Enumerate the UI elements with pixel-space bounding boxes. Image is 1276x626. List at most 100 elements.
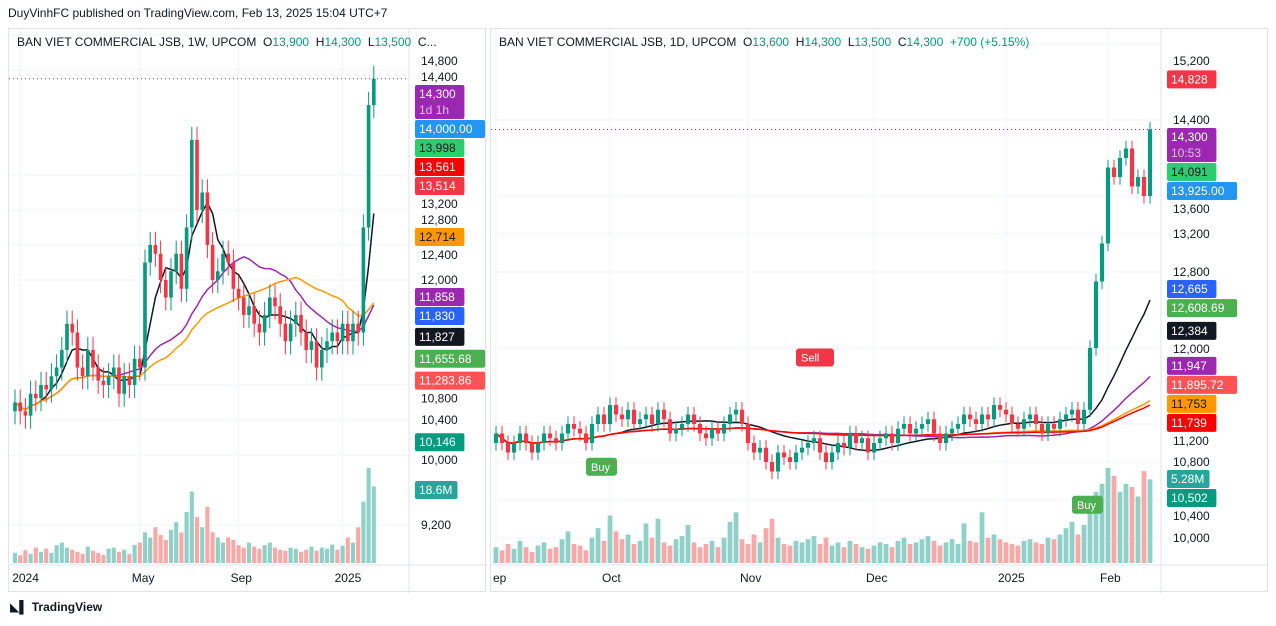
candle-body	[889, 433, 895, 443]
price-axis-label-text: 11,858	[419, 290, 455, 304]
volume-bar	[931, 540, 937, 563]
volume-bar	[691, 542, 697, 563]
candle-body	[871, 443, 877, 453]
volume-bar	[583, 550, 589, 563]
candle-body	[997, 405, 1003, 410]
price-axis-label-text: 12,608.69	[1171, 301, 1225, 315]
volume-bar	[335, 549, 340, 563]
price-axis-label	[1167, 413, 1217, 432]
volume-bar	[304, 549, 309, 563]
candle-body	[559, 433, 565, 443]
y-tick-label: 11,200	[1173, 434, 1209, 448]
volume-bar	[763, 528, 769, 563]
candle-body	[937, 433, 943, 443]
candle-body	[127, 376, 132, 385]
volume-bar	[649, 537, 655, 563]
candle-body	[703, 433, 709, 439]
volume-bar	[298, 551, 304, 563]
price-axis-label-text: 11,655.68	[419, 352, 472, 366]
y-tick-label: 15,200	[1173, 54, 1210, 68]
candle-body	[769, 462, 775, 472]
candle-body	[117, 367, 121, 394]
volume-bar	[122, 549, 127, 563]
volume-bar	[967, 540, 973, 563]
ma-orange-line	[14, 276, 375, 411]
volume-bar	[979, 512, 985, 563]
volume-bar	[1057, 534, 1063, 563]
candle-body	[589, 424, 595, 443]
weekly-chart-svg[interactable]: 2024 May Sep 2025 14,800 14,400 14,300 1d 1h 14,…	[9, 29, 487, 593]
candle-body	[739, 409, 745, 424]
volume-bar	[345, 537, 350, 563]
weekly-chart-panel[interactable]: 2024 May Sep 2025 14,800 14,400 14,300 1d 1h 14,…	[8, 28, 487, 593]
symbol-title: BAN VIET COMMERCIAL JSB, 1D, UPCOM	[499, 35, 737, 49]
volume-bar	[937, 545, 943, 563]
high-label: H	[795, 35, 805, 49]
price-axis-label-text: 10,146	[419, 435, 456, 449]
high-value: 14,300	[324, 35, 362, 49]
volume-bar	[184, 511, 189, 563]
candle-body	[565, 424, 571, 434]
y-tick-label: 10,000	[1173, 531, 1210, 545]
candle-body	[189, 140, 194, 228]
volume-bar	[559, 539, 565, 563]
candle-body	[80, 367, 85, 377]
daily-chart-panel[interactable]: ep Oct Nov Dec 2025 Feb Buy Sell Buy 15,200 14,828…	[490, 28, 1269, 593]
candle-body	[13, 402, 17, 412]
low-label: L	[847, 35, 855, 49]
daily-chart-svg[interactable]: ep Oct Nov Dec 2025 Feb Buy Sell Buy 15,200 14,828…	[491, 29, 1269, 593]
volume-bar	[64, 547, 70, 563]
volume-bar	[883, 544, 889, 563]
volume-bar	[168, 529, 174, 563]
volume-bar	[601, 540, 607, 563]
volume-bar	[59, 542, 64, 563]
volume-bar	[787, 545, 793, 563]
volume-bar	[132, 545, 137, 563]
candle-body	[262, 315, 267, 333]
candle-body	[505, 443, 511, 453]
volume-bar	[1117, 491, 1123, 563]
y-tick-label: 12,800	[1173, 265, 1210, 279]
volume-bar	[366, 468, 371, 563]
x-tick-label: ep	[493, 571, 507, 585]
open-value: 13,900	[272, 35, 310, 49]
volume-bar	[148, 537, 153, 563]
volume-bar	[943, 542, 949, 563]
candle-body	[257, 323, 262, 333]
volume-bar	[757, 542, 763, 563]
high-value: 14,300	[804, 35, 842, 49]
signal-sell-badge	[796, 348, 834, 367]
volume-bar	[12, 552, 18, 563]
volume-bar	[288, 547, 293, 563]
candle-body	[49, 376, 54, 390]
volume-bar	[1003, 542, 1009, 563]
x-tick-label: Oct	[602, 571, 621, 585]
candle-body	[205, 192, 210, 245]
volume-bar	[655, 518, 661, 563]
volume-bar	[781, 544, 787, 563]
volume-bar	[80, 553, 85, 563]
volume-bar	[619, 539, 625, 563]
candle-body	[655, 409, 661, 424]
candle-body	[529, 443, 535, 453]
candle-body	[553, 438, 559, 443]
tradingview-logo[interactable]: ◣▌ TradingView	[10, 600, 102, 614]
volume-bar	[163, 540, 168, 563]
price-axis-label	[415, 85, 465, 119]
candle-body	[132, 358, 137, 385]
candle-body	[179, 253, 184, 289]
volume-bar	[841, 547, 847, 563]
candle-body	[18, 402, 23, 412]
candle-body	[943, 433, 949, 443]
y-tick-label: 10,400	[421, 413, 458, 427]
y-tick-label: 14,800	[421, 54, 458, 68]
price-axis-label	[415, 433, 465, 452]
candle-body	[137, 358, 142, 368]
candle-body	[221, 253, 225, 272]
volume-bar	[85, 546, 90, 563]
candle-body	[299, 315, 303, 333]
candle-body	[931, 419, 937, 434]
price-axis-label	[415, 177, 465, 195]
price-axis-label-text: 11,895.72	[1171, 378, 1224, 392]
candle-body	[1069, 409, 1075, 415]
